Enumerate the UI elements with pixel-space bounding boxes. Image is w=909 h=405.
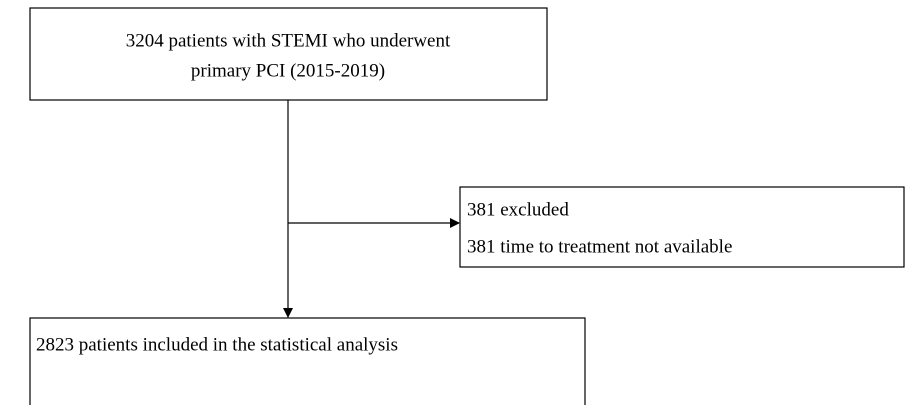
- box-text: 381 excluded: [467, 199, 569, 220]
- box-enrolled: [29, 7, 548, 101]
- box-text: 2823 patients included in the statistica…: [36, 334, 398, 355]
- box-included: [29, 317, 586, 405]
- box-text: 381 time to treatment not available: [467, 236, 732, 257]
- box-text: 3204 patients with STEMI who underwent: [126, 30, 451, 51]
- box-text: primary PCI (2015-2019): [191, 60, 385, 81]
- box-excluded: [459, 186, 905, 268]
